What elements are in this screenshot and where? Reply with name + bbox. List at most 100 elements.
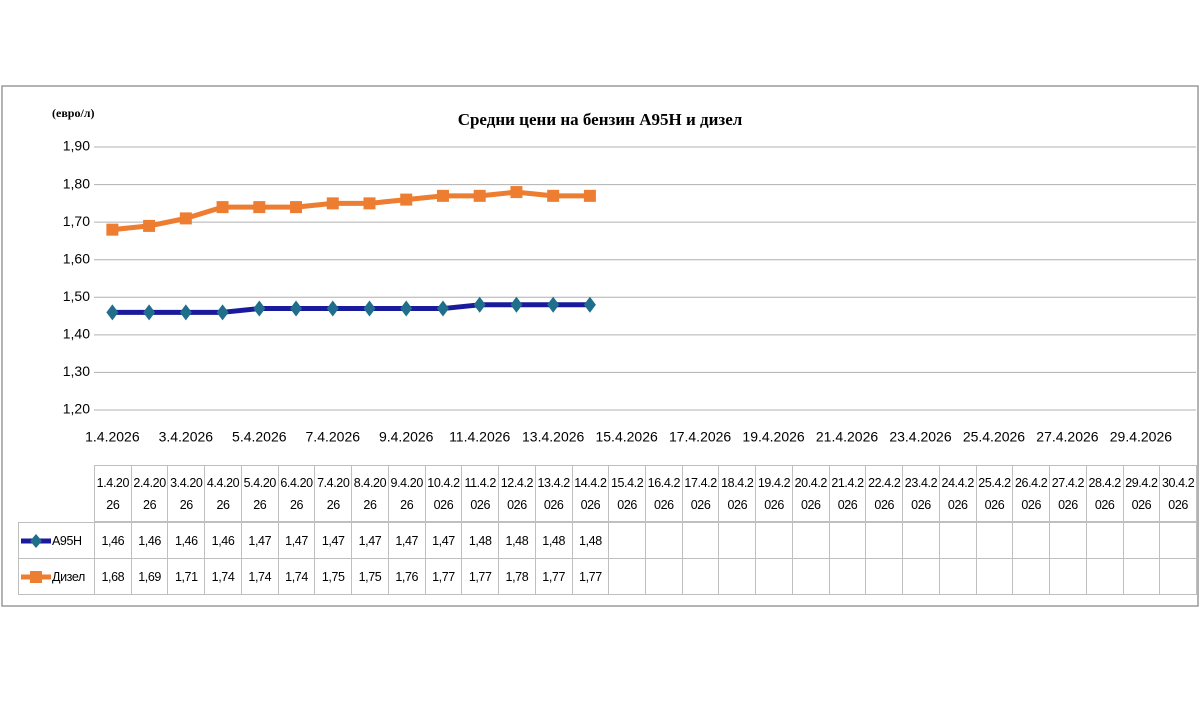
table-value-cell: 1,74 [240, 558, 279, 595]
marker [473, 189, 486, 202]
marker [583, 296, 596, 313]
table-value-cell [902, 522, 940, 559]
table-header-cell: 13.4.2026 [534, 465, 573, 522]
x-tick-label: 11.4.2026 [449, 429, 510, 445]
table-value-cell: 1,46 [167, 522, 206, 559]
legend-cell: Дизел [18, 558, 95, 595]
marker [400, 193, 413, 206]
table-header-cell: 24.4.2026 [938, 465, 977, 522]
table-value-cell [608, 522, 646, 559]
table-value-cell: 1,69 [130, 558, 169, 595]
marker [216, 304, 229, 321]
marker [473, 296, 486, 313]
x-tick-label: 13.4.2026 [522, 429, 584, 445]
table-header-cell: 20.4.2026 [791, 465, 830, 522]
table-value-cell [791, 558, 830, 595]
table-value-cell [1049, 522, 1087, 559]
table-header-cell: 4.4.2026 [204, 465, 242, 522]
x-tick-label: 19.4.2026 [742, 429, 804, 445]
table-value-cell [1085, 558, 1124, 595]
table-header-cell: 7.4.2026 [314, 465, 353, 522]
table-value-cell [718, 522, 757, 559]
marker [253, 201, 266, 214]
marker [510, 296, 523, 313]
marker [547, 296, 560, 313]
table-header-cell: 19.4.2026 [755, 465, 793, 522]
table-value-cell: 1,47 [351, 522, 389, 559]
table-header-cell: 18.4.2026 [718, 465, 757, 522]
table-value-cell [608, 558, 646, 595]
table-value-cell: 1,48 [498, 522, 536, 559]
marker [436, 300, 449, 317]
table-value-cell: 1,68 [94, 558, 132, 595]
table-header-cell: 3.4.2026 [167, 465, 206, 522]
table-header-cell: 11.4.2026 [461, 465, 500, 522]
table-value-cell: 1,75 [351, 558, 389, 595]
x-tick-label: 29.4.2026 [1110, 429, 1172, 445]
table-value-cell [1085, 522, 1124, 559]
table-value-cell [1049, 558, 1087, 595]
series-line [112, 189, 590, 233]
table-header-cell: 30.4.2026 [1159, 465, 1197, 522]
x-tick-label: 21.4.2026 [816, 429, 878, 445]
legend-label: А95Н [52, 533, 82, 548]
table-header-cell: 1.4.2026 [94, 465, 132, 522]
x-tick-label: 15.4.2026 [595, 429, 657, 445]
table-header-cell: 14.4.2026 [571, 465, 610, 522]
table-value-cell [938, 522, 977, 559]
table-header-cell: 9.4.2026 [387, 465, 426, 522]
table-value-cell: 1,71 [167, 558, 206, 595]
table-header-cell: 10.4.2026 [424, 465, 463, 522]
legend-label: Дизел [52, 569, 85, 584]
marker [400, 300, 413, 317]
series-line [112, 302, 590, 315]
marker [106, 304, 119, 321]
x-tick-label: 9.4.2026 [379, 429, 434, 445]
table-value-cell: 1,47 [387, 522, 426, 559]
table-value-cell [681, 522, 720, 559]
y-tick-label: 1,80 [63, 175, 90, 191]
legend-cell: А95Н [18, 522, 95, 559]
table-header-cell: 23.4.2026 [902, 465, 940, 522]
table-value-cell [902, 558, 940, 595]
table-value-cell [1122, 558, 1161, 595]
marker [547, 189, 560, 202]
table-value-cell [975, 558, 1014, 595]
table-value-cell: 1,46 [130, 522, 169, 559]
table-value-cell [1012, 522, 1051, 559]
y-tick-label: 1,70 [63, 213, 90, 229]
table-header-cell: 28.4.2026 [1085, 465, 1124, 522]
table-value-cell [828, 522, 867, 559]
table-value-cell [755, 522, 793, 559]
table-value-cell [865, 558, 904, 595]
marker [436, 189, 449, 202]
table-value-cell: 1,76 [387, 558, 426, 595]
marker [363, 197, 376, 210]
x-tick-label: 25.4.2026 [963, 429, 1025, 445]
x-tick-label: 1.4.2026 [85, 429, 140, 445]
x-tick-label: 27.4.2026 [1036, 429, 1098, 445]
table-header-cell: 16.4.2026 [645, 465, 683, 522]
marker [290, 201, 303, 214]
table-value-cell: 1,77 [424, 558, 463, 595]
table-header-cell: 26.4.2026 [1012, 465, 1051, 522]
table-value-cell [938, 558, 977, 595]
x-tick-label: 17.4.2026 [669, 429, 731, 445]
table-value-cell: 1,46 [94, 522, 132, 559]
table-value-cell: 1,77 [571, 558, 610, 595]
table-header-cell: 2.4.2026 [130, 465, 169, 522]
marker [363, 300, 376, 317]
table-value-cell: 1,48 [534, 522, 573, 559]
legend-swatch [21, 570, 51, 583]
table-header-cell: 25.4.2026 [975, 465, 1014, 522]
y-tick-label: 1,90 [63, 138, 90, 154]
table-value-cell: 1,78 [498, 558, 536, 595]
chart-title: Средни цени на бензин А95Н и дизел [458, 110, 743, 129]
marker [326, 197, 339, 210]
table-header-cell: 5.4.2026 [240, 465, 279, 522]
marker [179, 212, 192, 225]
table-value-cell: 1,47 [240, 522, 279, 559]
y-tick-label: 1,60 [63, 250, 90, 266]
